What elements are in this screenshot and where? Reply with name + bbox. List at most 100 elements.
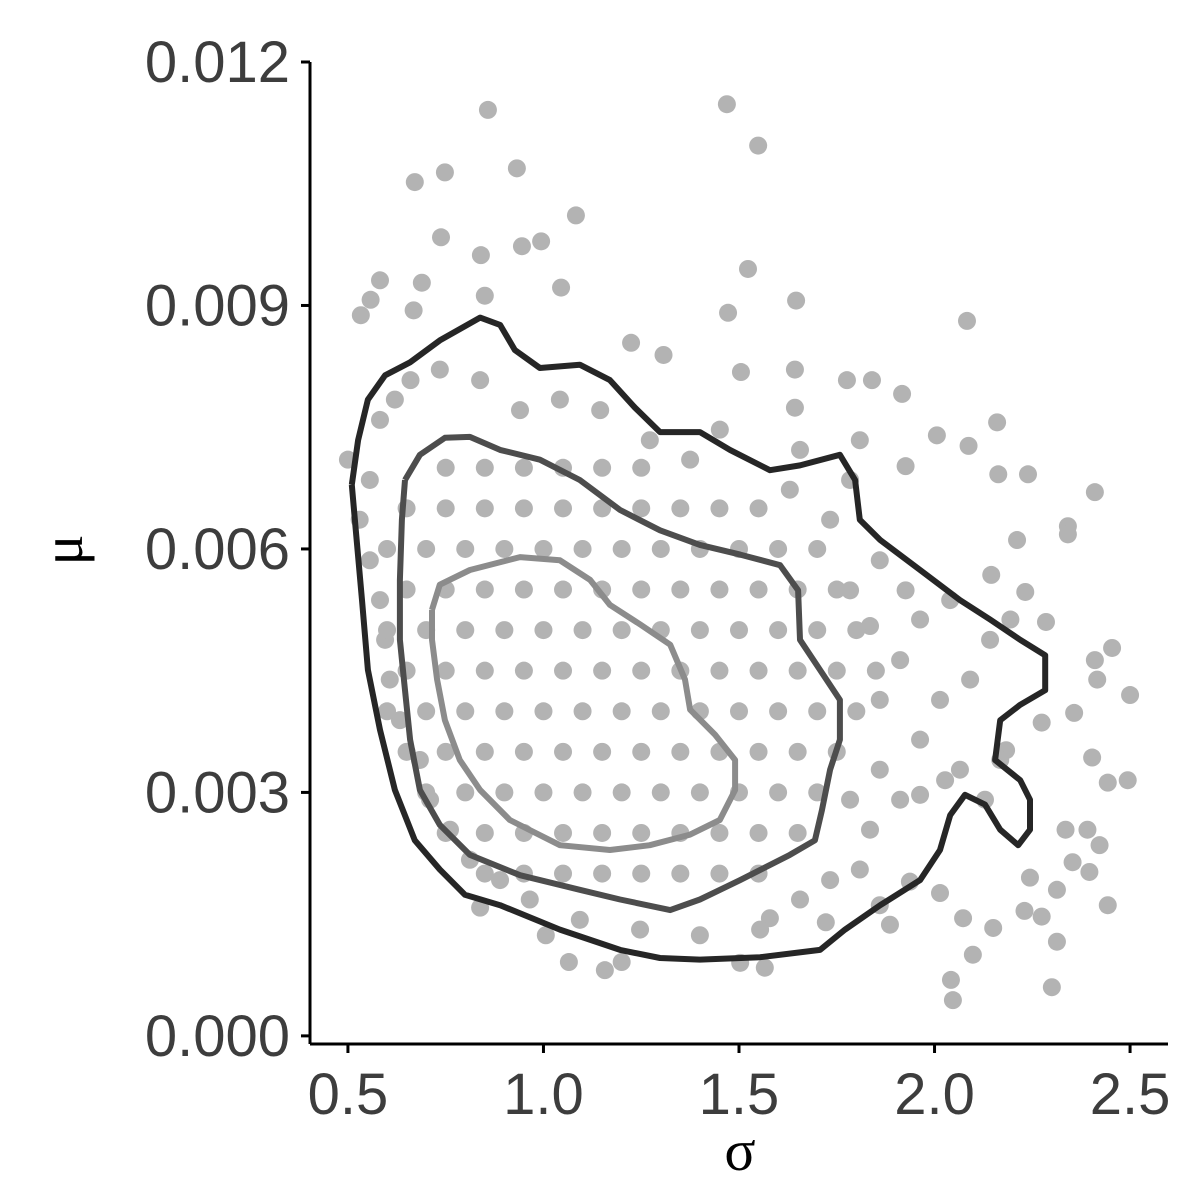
point (850, 860, 869, 879)
point (690, 926, 709, 945)
point (780, 480, 799, 499)
point (430, 360, 449, 379)
point (963, 945, 982, 964)
point (1080, 862, 1099, 881)
point (651, 702, 670, 721)
point (475, 864, 494, 883)
point (554, 823, 573, 842)
point (1098, 773, 1117, 792)
point (690, 621, 709, 640)
point (749, 661, 768, 680)
point (1078, 820, 1097, 839)
point (456, 621, 475, 640)
point (361, 290, 380, 309)
point (1090, 836, 1109, 855)
point (671, 499, 690, 518)
point (570, 910, 589, 929)
point (850, 431, 869, 450)
point (1001, 610, 1020, 629)
point (847, 702, 866, 721)
point (896, 457, 915, 476)
point (950, 760, 969, 779)
point (371, 591, 390, 610)
point (870, 690, 889, 709)
point (710, 499, 729, 518)
point (404, 301, 423, 320)
point (632, 661, 651, 680)
point (559, 953, 578, 972)
point (1047, 880, 1066, 899)
point (371, 410, 390, 429)
point (593, 499, 612, 518)
point (471, 371, 490, 390)
point (554, 661, 573, 680)
point (808, 539, 827, 558)
point (827, 661, 846, 680)
point (552, 278, 571, 297)
y-tick-label: 0.009 (145, 273, 290, 338)
point (791, 890, 810, 909)
point (710, 580, 729, 599)
contour-line (396, 433, 843, 914)
point (891, 651, 910, 670)
point (866, 661, 885, 680)
point (893, 384, 912, 403)
point (654, 345, 673, 364)
point (785, 360, 804, 379)
point (456, 783, 475, 802)
point (632, 823, 651, 842)
point (1008, 531, 1027, 550)
point (651, 539, 670, 558)
point (554, 742, 573, 761)
point (593, 458, 612, 477)
point (632, 458, 651, 477)
point (360, 551, 379, 570)
point (595, 961, 614, 980)
point (475, 458, 494, 477)
point (710, 661, 729, 680)
point (931, 884, 950, 903)
point (984, 918, 1003, 937)
contour-line (429, 554, 739, 853)
point (632, 580, 651, 599)
point (738, 259, 757, 278)
point (534, 702, 553, 721)
point (475, 499, 494, 518)
point (751, 920, 770, 939)
point (1103, 638, 1122, 657)
point (1015, 901, 1034, 920)
point (1020, 868, 1039, 887)
point (491, 871, 510, 890)
point (417, 702, 436, 721)
x-tick-label: 1.5 (699, 1062, 780, 1127)
point (671, 864, 690, 883)
point (911, 610, 930, 629)
point (435, 163, 454, 182)
point (632, 499, 651, 518)
point (478, 100, 497, 119)
point (870, 551, 889, 570)
point (816, 913, 835, 932)
point (511, 401, 530, 420)
point (1058, 525, 1077, 544)
point (749, 499, 768, 518)
point (380, 670, 399, 689)
point (755, 958, 774, 977)
point (821, 510, 840, 529)
point (769, 702, 788, 721)
point (475, 286, 494, 305)
x-tick-label: 0.5 (308, 1062, 389, 1127)
point (1118, 771, 1137, 790)
point (671, 580, 690, 599)
point (593, 742, 612, 761)
point (788, 823, 807, 842)
point (710, 864, 729, 883)
point (717, 95, 736, 114)
point (612, 702, 631, 721)
point (769, 539, 788, 558)
point (730, 621, 748, 640)
point (405, 173, 424, 192)
point (862, 371, 881, 390)
point (1016, 582, 1035, 601)
